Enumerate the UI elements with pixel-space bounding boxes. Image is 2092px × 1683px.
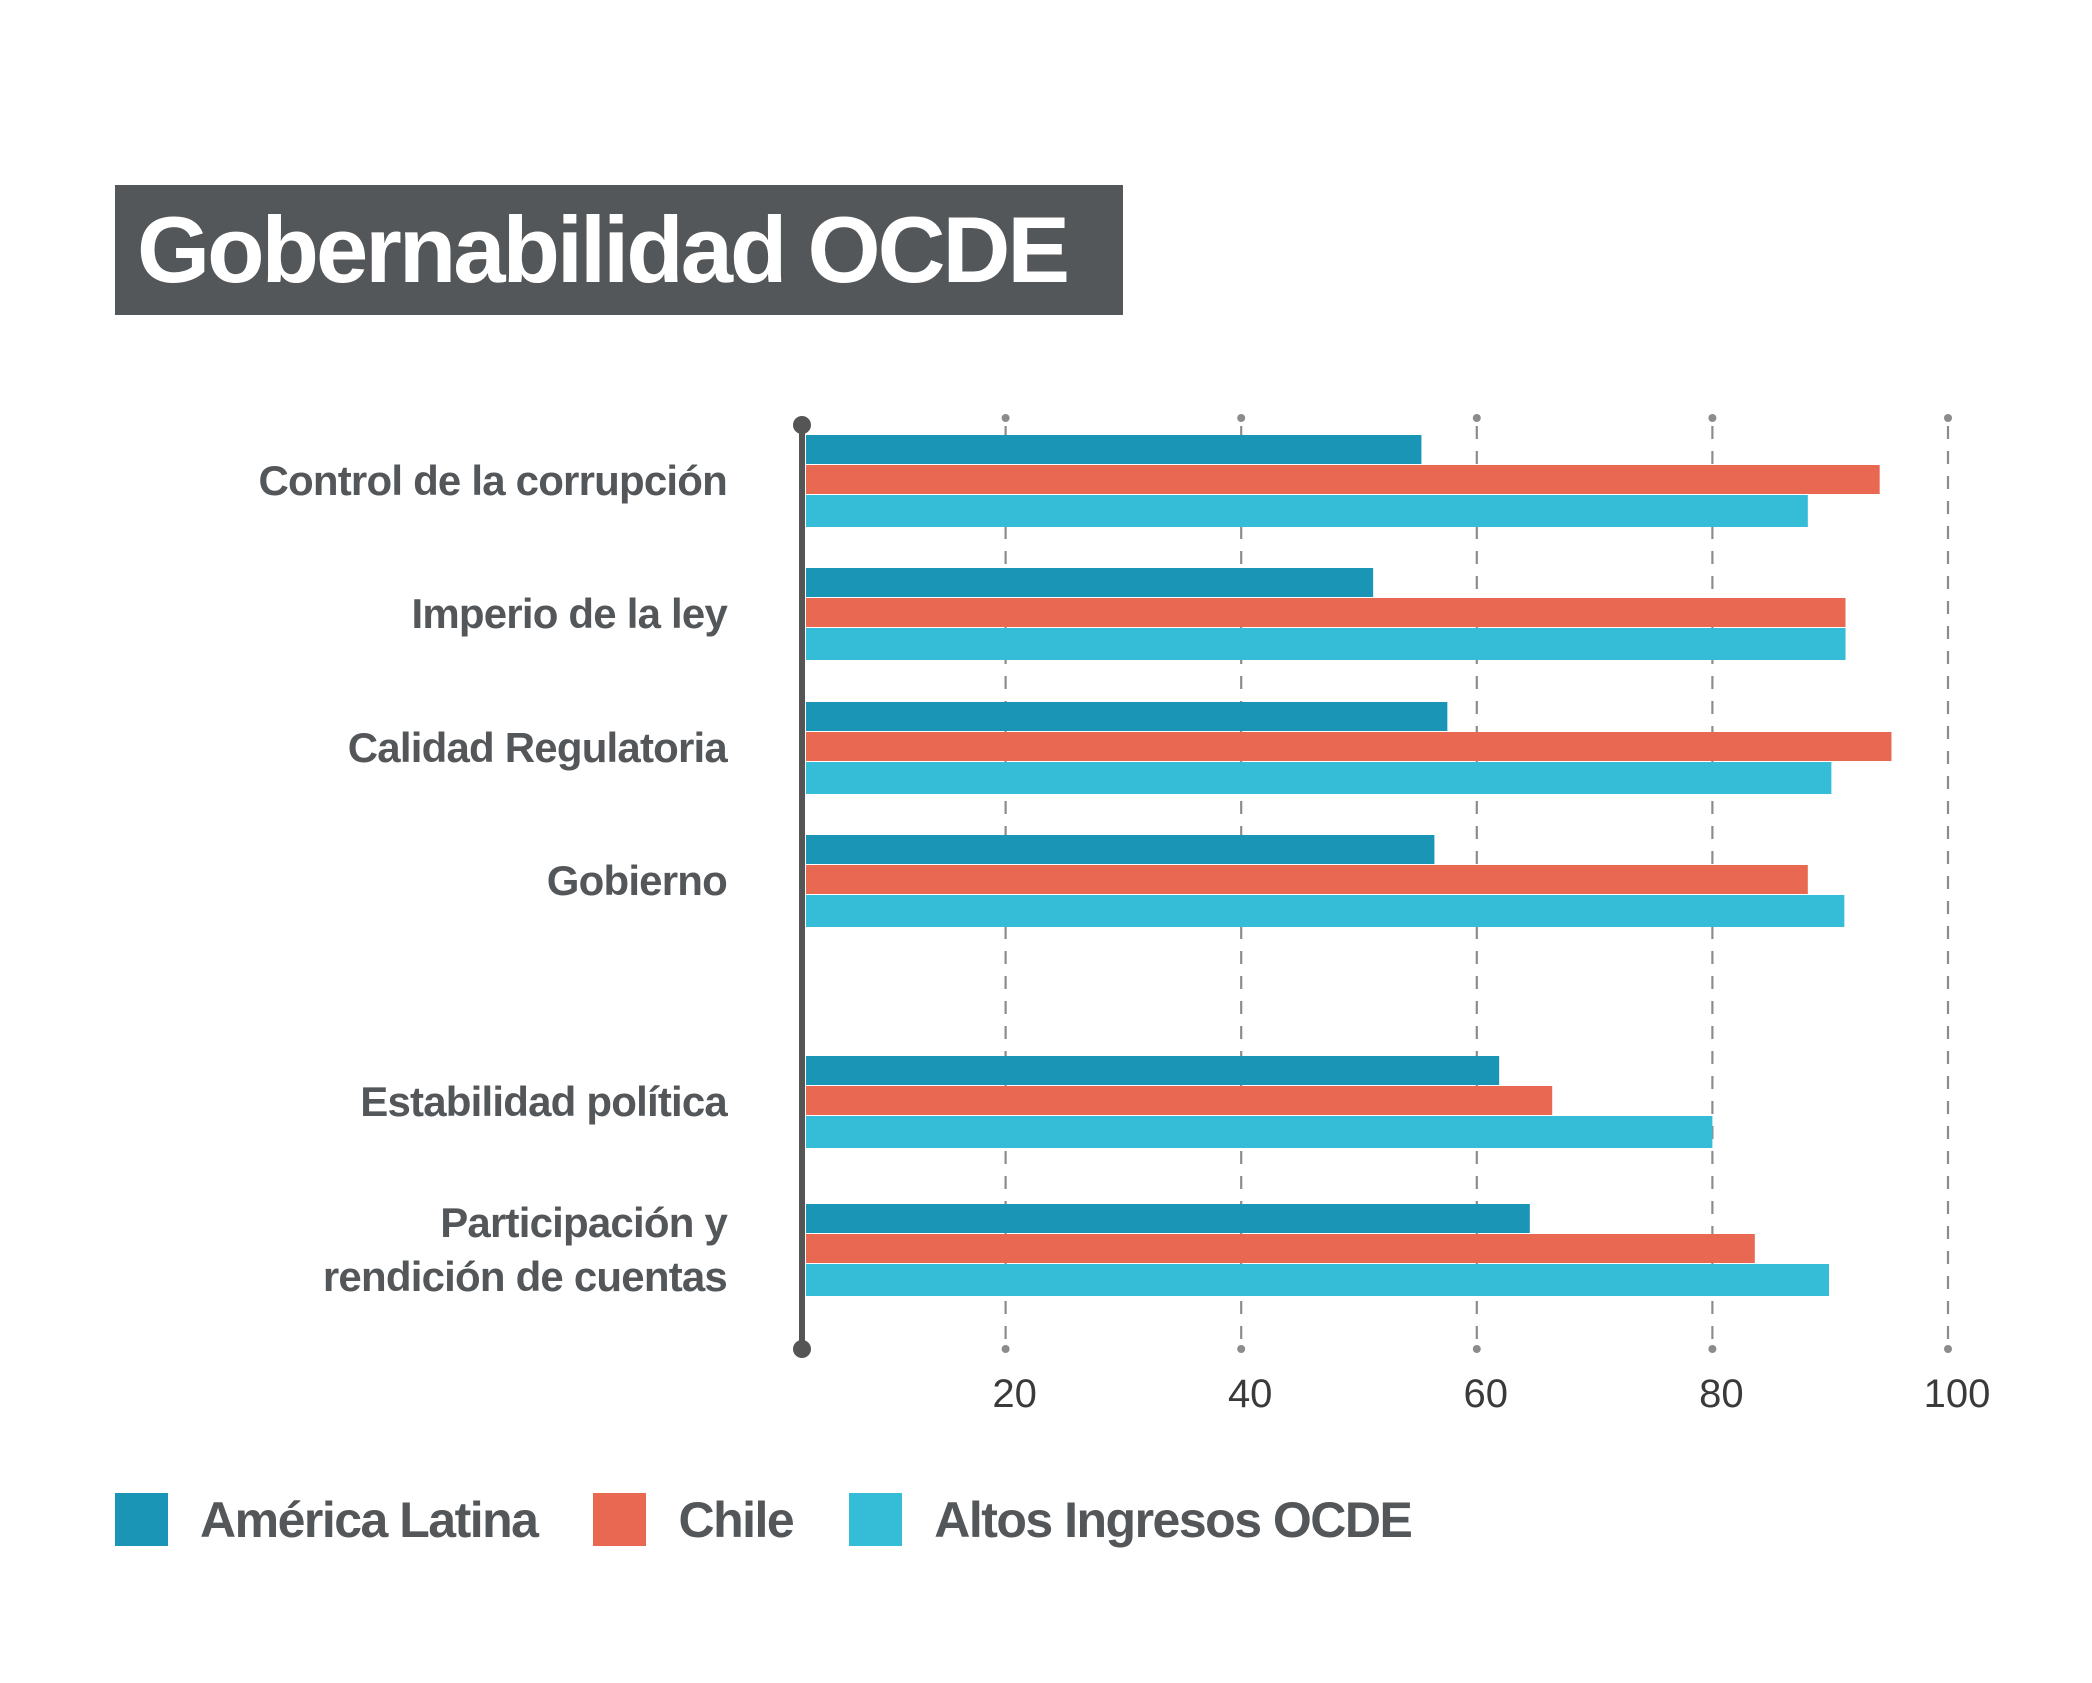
gridline-top-dot [1001, 414, 1010, 422]
legend-swatch-chile [593, 1493, 647, 1546]
legend-item-america-latina: América Latina [115, 1491, 539, 1549]
gridline-bottom-dot [1944, 1345, 1952, 1353]
axis-top-dot [793, 416, 811, 434]
bar-chile-4 [806, 1086, 1553, 1115]
x-tick-label: 100 [1924, 1372, 1991, 1416]
bar-altos-ingresos-ocde-2 [806, 762, 1832, 794]
y-axis [793, 416, 811, 1358]
bar-altos-ingresos-ocde-0 [806, 495, 1808, 527]
bar-altos-ingresos-ocde-1 [806, 628, 1846, 660]
legend-label-altos-ingresos-ocde: Altos Ingresos OCDE [934, 1491, 1413, 1548]
legend-swatch-altos-ingresos-ocde [849, 1493, 903, 1546]
bar-am-rica-latina-0 [806, 435, 1422, 464]
category-label: Calidad Regulatoria [348, 724, 729, 771]
gridline-bottom-dot [1237, 1345, 1246, 1353]
category-label: Participación y [440, 1199, 728, 1246]
chart-title: Gobernabilidad OCDE [137, 197, 1070, 302]
bar-am-rica-latina-2 [806, 702, 1448, 731]
category-label: Estabilidad política [360, 1078, 728, 1125]
legend-item-altos-ingresos-ocde: Altos Ingresos OCDE [849, 1491, 1413, 1549]
x-tick-label: 60 [1464, 1372, 1509, 1416]
category-label: Gobierno [547, 857, 727, 904]
bar-chile-1 [806, 598, 1846, 627]
chart-title-box: Gobernabilidad OCDE [115, 185, 1123, 315]
gridline-top-dot [1237, 414, 1246, 422]
gridline-top-dot [1472, 414, 1481, 422]
category-label: rendición de cuentas [323, 1253, 727, 1300]
bars [806, 435, 1892, 1296]
legend-item-chile: Chile [593, 1491, 795, 1549]
bar-am-rica-latina-5 [806, 1204, 1530, 1233]
bar-chile-3 [806, 865, 1808, 894]
gridline-bottom-dot [1001, 1345, 1010, 1353]
bar-am-rica-latina-4 [806, 1056, 1500, 1085]
x-tick-label: 20 [992, 1372, 1037, 1416]
gridline-top-dot [1944, 414, 1952, 422]
bar-chile-0 [806, 465, 1880, 494]
x-tick-label: 80 [1699, 1372, 1744, 1416]
x-tick-label: 40 [1228, 1372, 1273, 1416]
category-label: Imperio de la ley [411, 590, 728, 637]
gridline-bottom-dot [1708, 1345, 1717, 1353]
legend-label-america-latina: América Latina [200, 1491, 539, 1548]
gridline-top-dot [1708, 414, 1717, 422]
bar-am-rica-latina-3 [806, 835, 1435, 864]
category-label: Control de la corrupción [259, 457, 728, 504]
gridline-bottom-dot [1472, 1345, 1481, 1353]
bar-am-rica-latina-1 [806, 568, 1374, 597]
x-tick-labels: 20 40 60 80 100 [992, 1372, 1990, 1416]
category-labels: Control de la corrupción Imperio de la le… [259, 457, 730, 1300]
axis-bottom-dot [793, 1340, 811, 1358]
legend: América Latina Chile Altos Ingresos OCDE [115, 1491, 1467, 1549]
bar-chile-2 [806, 732, 1892, 761]
bar-chile-5 [806, 1234, 1755, 1263]
bar-altos-ingresos-ocde-4 [806, 1116, 1713, 1148]
bar-altos-ingresos-ocde-3 [806, 895, 1845, 927]
legend-label-chile: Chile [678, 1491, 794, 1548]
bar-altos-ingresos-ocde-5 [806, 1264, 1830, 1296]
legend-swatch-america-latina [115, 1493, 168, 1546]
